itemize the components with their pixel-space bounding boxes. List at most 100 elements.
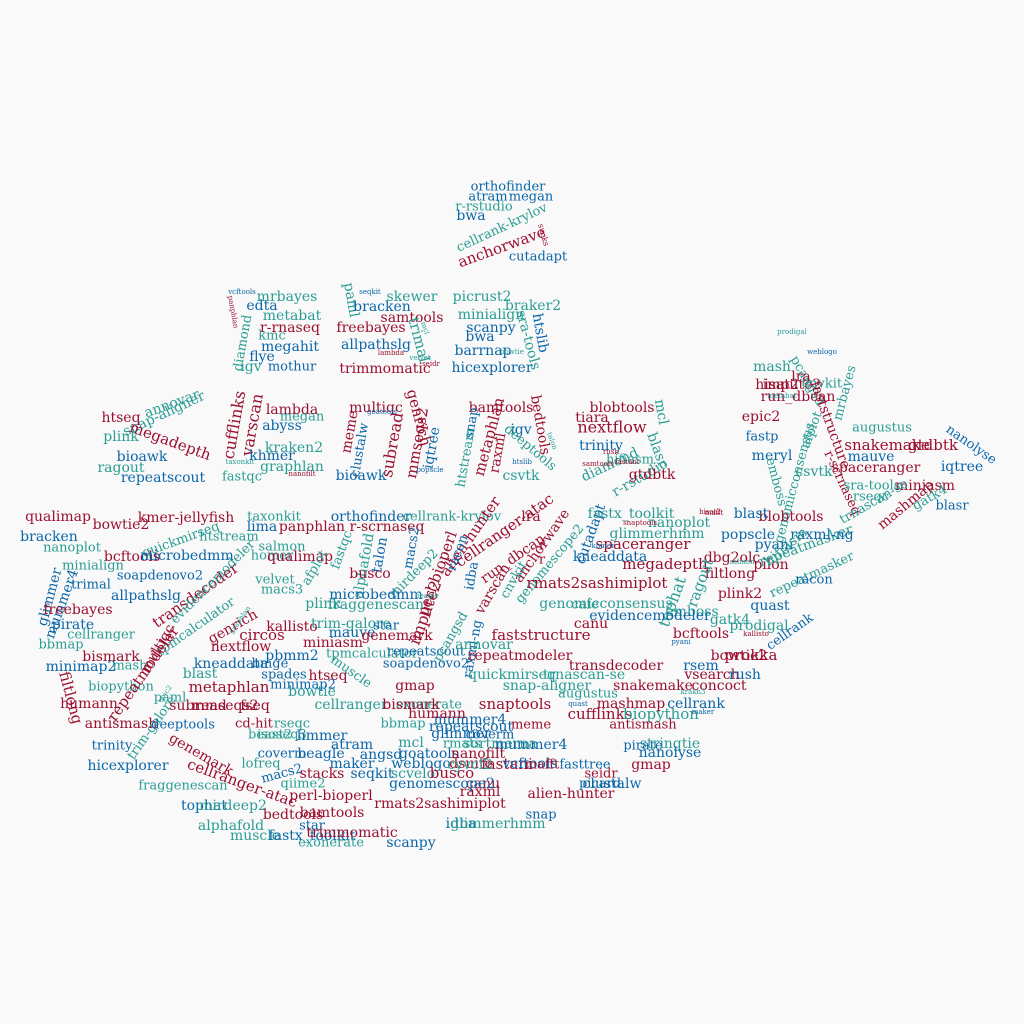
cloud-word: minimap2 (270, 678, 336, 693)
cloud-word: repeatscout (387, 645, 466, 660)
cloud-word: stacks (300, 766, 345, 782)
cloud-word: pbmm2 (265, 648, 318, 664)
cloud-word: r-rnaseq (260, 320, 320, 336)
cloud-word: bracken (20, 529, 78, 545)
cloud-word: fastx_toolkit (269, 828, 356, 844)
cloud-word: sortmerna (463, 736, 537, 752)
cloud-word: cd-hit (235, 717, 274, 732)
cloud-word: bwa (456, 208, 485, 224)
cloud-word: igv (240, 359, 261, 375)
cloud-word: coverm (258, 747, 307, 762)
cloud-word: trimmomatic (306, 825, 398, 841)
cloud-word: seidr (422, 360, 440, 368)
cloud-word: panphlan (279, 519, 345, 535)
cloud-word: humann (408, 706, 466, 722)
cloud-word: bioawk (336, 468, 387, 484)
cloud-word: hmmer (297, 728, 348, 744)
cloud-word: pyani (671, 638, 691, 646)
cloud-word: clustalw (583, 776, 642, 792)
cloud-word: tpmcalculator (326, 647, 419, 662)
cloud-word: fastani (481, 755, 533, 773)
cloud-word: alphafold (198, 818, 264, 834)
cloud-word: bowtie2 (711, 648, 768, 664)
cloud-word: genomicconsensus (539, 596, 672, 612)
cloud-word: maker (692, 708, 715, 716)
cloud-word: muscle (230, 828, 280, 844)
cloud-word: lofreq (241, 757, 280, 772)
cloud-word: mrbayes (257, 289, 318, 305)
cloud-word: htslib (529, 312, 552, 354)
cloud-word: rmats2sashimiplot (374, 796, 506, 812)
cloud-word: seqkit (359, 288, 381, 296)
cloud-word: scanpy (386, 835, 435, 851)
cloud-word: snaptools (479, 695, 552, 713)
cloud-word: perl-bioperl (289, 788, 373, 804)
cloud-word: paml (340, 281, 362, 319)
cloud-word: metabat (263, 308, 322, 324)
cloud-word: nanoplot (648, 515, 711, 531)
cloud-word: meryl (752, 448, 793, 464)
cloud-word: cellranger (314, 697, 387, 713)
cloud-word: trinity (92, 739, 133, 754)
cloud-word: minimap2 (46, 659, 117, 675)
cloud-word: raxml (487, 431, 510, 474)
cloud-word: homer (251, 549, 294, 564)
cloud-word: trim-galore (311, 616, 391, 632)
cloud-word: htslib (512, 458, 532, 466)
cloud-word: braker2 (505, 298, 561, 314)
cloud-word: fseq (240, 698, 270, 714)
cloud-word: idba (446, 816, 477, 832)
cloud-word: isoseq3 (257, 728, 307, 743)
cloud-word: quast (568, 700, 588, 708)
cloud-word: quickmirseq (468, 667, 556, 683)
cloud-word: stringtie (640, 736, 700, 752)
cloud-word: gtdbtk (908, 436, 959, 454)
cloud-word: angsd (360, 747, 403, 763)
cloud-word: maker (329, 756, 374, 772)
cloud-word: lima (247, 519, 278, 535)
cloud-word: soapdenovo2 (117, 569, 203, 584)
cloud-word: blobtools (590, 400, 655, 416)
cloud-word: samtools (381, 310, 444, 326)
cloud-word: popscle (416, 466, 443, 474)
cloud-word: impute2 (763, 377, 822, 393)
cloud-word: antismash (85, 716, 157, 732)
cloud-word: mummer4 (495, 737, 568, 753)
cloud-word: freebayes (336, 320, 405, 336)
cloud-word: iqtree (941, 459, 983, 475)
cloud-word: pirate (52, 617, 94, 633)
cloud-word: nanolyse (639, 745, 702, 761)
cloud-word: qualimap (25, 509, 91, 525)
cloud-word: circos (239, 626, 285, 644)
cloud-word: blast (183, 666, 218, 682)
cloud-word: bwa (465, 329, 494, 345)
cloud-word: evidencemodeler (589, 608, 711, 624)
cloud-word: prokka (725, 646, 778, 664)
cloud-word: mashmap (597, 696, 665, 712)
cloud-word: mauve (848, 449, 895, 465)
cloud-word: emboss (665, 604, 718, 620)
cloud-word: htseq (101, 410, 140, 426)
cloud-word: canu (574, 616, 608, 632)
cloud-word: fastp (746, 430, 779, 445)
cloud-word: nanoplot (43, 541, 102, 556)
cloud-word: augustus (558, 687, 618, 702)
cloud-word: scvelo (391, 766, 435, 782)
cloud-word: picard (579, 777, 621, 792)
cloud-word: tiara (575, 410, 609, 426)
cloud-word: paml (154, 691, 187, 706)
cloud-word: iqtree (420, 426, 443, 470)
cloud-word: star (299, 819, 326, 834)
cloud-word: mummer4 (434, 712, 507, 728)
cloud-word: tophat (181, 798, 227, 814)
cloud-word: bedtools (263, 807, 323, 823)
cloud-word: r-rstudio (455, 200, 513, 215)
cloud-word: pyani (755, 537, 794, 553)
cloud-word: taxonkit (247, 510, 302, 525)
cloud-word: mauve (329, 625, 376, 641)
cloud-word: raxml (460, 784, 501, 800)
cloud-word: bioawk (117, 449, 168, 465)
cloud-word: miniasm (303, 635, 363, 651)
cloud-word: rmats (443, 737, 481, 752)
